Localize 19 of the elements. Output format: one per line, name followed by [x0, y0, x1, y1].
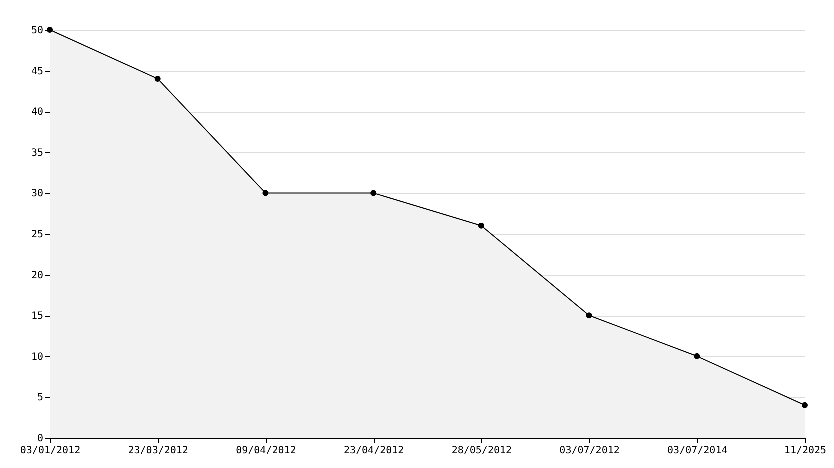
x-tick-label: 28/05/2012: [452, 446, 512, 456]
y-tick-label: 25: [31, 230, 44, 240]
y-tick-label: 30: [31, 188, 44, 200]
x-tick-label: 23/03/2012: [128, 446, 188, 456]
x-tick-label: 11/2025: [784, 446, 827, 456]
y-tick-label: 45: [31, 66, 44, 78]
x-tick-label: 23/04/2012: [344, 446, 404, 456]
x-tick-label: 03/07/2012: [560, 446, 620, 456]
x-tick-label: 03/01/2012: [20, 446, 81, 456]
y-tick-label: 0: [37, 434, 44, 444]
y-tick-label: 50: [31, 26, 44, 36]
x-tick-label: 03/07/2014: [668, 446, 728, 456]
y-tick-label: 40: [31, 107, 44, 118]
y-tick-label: 15: [31, 311, 44, 322]
y-tick-label: 5: [37, 392, 44, 404]
y-tick-label: 20: [31, 270, 44, 282]
x-tick-label: 09/04/2012: [236, 446, 296, 456]
y-tick-label: 10: [31, 352, 44, 363]
y-tick-label: 35: [31, 148, 44, 159]
